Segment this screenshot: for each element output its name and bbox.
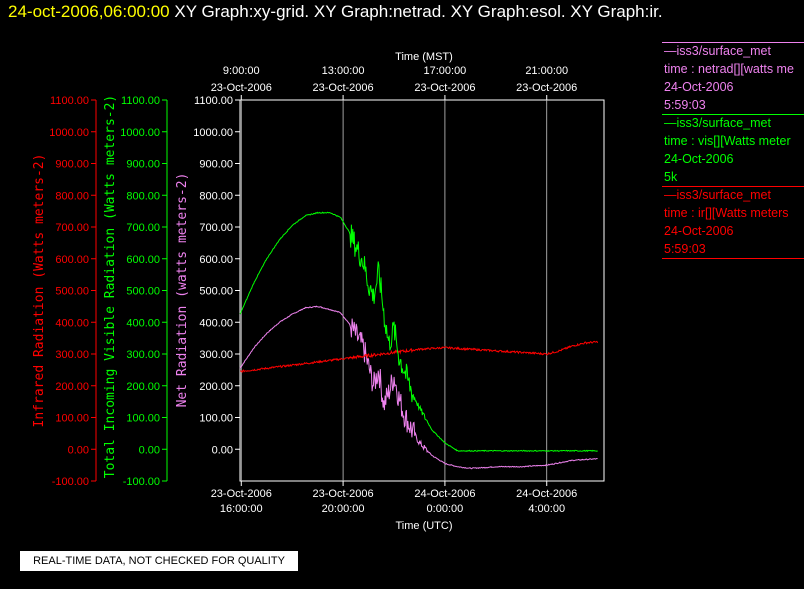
y-tick-label-netrad: 300.00 (199, 349, 233, 361)
y-tick-label-ir: 700.00 (55, 222, 89, 234)
legend-extra: 5k (664, 170, 678, 184)
legend-field: time : vis[][Watts meter (664, 134, 791, 148)
x-tick-date-label: 23-Oct-2006 (211, 488, 272, 500)
x-tick-time-label: 16:00:00 (220, 503, 263, 515)
y-tick-label-ir: 500.00 (55, 286, 89, 298)
x-tick-time-label: 0:00:00 (427, 503, 464, 515)
x-tick-date-label: 24-Oct-2006 (516, 488, 577, 500)
x-top-tick-date-label: 23-Oct-2006 (313, 82, 374, 94)
x-top-tick-time-label: 13:00:00 (322, 65, 365, 77)
y-tick-label-netrad: 700.00 (199, 222, 233, 234)
y-tick-label-ir: 100.00 (55, 413, 89, 425)
y-tick-label-vis: 800.00 (126, 190, 160, 202)
x-top-tick-time-label: 21:00:00 (525, 65, 568, 77)
y-tick-label-netrad: 800.00 (199, 190, 233, 202)
y-tick-label-vis: 400.00 (126, 317, 160, 329)
y-tick-label-vis: 300.00 (126, 349, 160, 361)
y-tick-label-vis: 500.00 (126, 286, 160, 298)
legend-date: 24-Oct-2006 (664, 152, 734, 166)
y-tick-label-vis: -100.00 (123, 476, 160, 488)
series-line-vis (239, 211, 598, 453)
legend-station: —iss3/surface_met (664, 116, 771, 130)
y-tick-label-ir: 400.00 (55, 317, 89, 329)
legend-separator (662, 114, 804, 115)
legend-field: time : ir[][Watts meters (664, 206, 789, 220)
y-tick-label-netrad: 1000.00 (193, 127, 233, 139)
title-timestamp: 24-oct-2006,06:00:00 (8, 2, 170, 21)
y-tick-label-vis: 100.00 (126, 413, 160, 425)
y-tick-label-vis: 1000.00 (120, 127, 160, 139)
legend-date: 24-Oct-2006 (664, 224, 734, 238)
y-tick-label-netrad: 0.00 (212, 444, 233, 456)
y-tick-label-ir: 200.00 (55, 381, 89, 393)
legend-station: —iss3/surface_met (664, 188, 771, 202)
title-graph-list: XY Graph:xy-grid. XY Graph:netrad. XY Gr… (174, 2, 663, 21)
y-tick-label-ir: -100.00 (52, 476, 89, 488)
y-tick-label-vis: 200.00 (126, 381, 160, 393)
legend-separator (662, 258, 804, 259)
y-tick-label-vis: 1100.00 (121, 95, 160, 107)
legend-extra: 5:59:03 (664, 242, 706, 256)
x-top-tick-date-label: 23-Oct-2006 (414, 82, 475, 94)
y-tick-label-netrad: 900.00 (199, 159, 233, 171)
y-tick-label-ir: 1100.00 (50, 95, 89, 107)
x-top-tick-date-label: 23-Oct-2006 (516, 82, 577, 94)
series-line-netrad (239, 305, 598, 470)
y-axis-label-vis: Total Incoming Visible Radiation (Watts … (103, 95, 118, 479)
x-axis-top-label: Time (MST) (395, 51, 453, 63)
x-tick-date-label: 23-Oct-2006 (313, 488, 374, 500)
y-tick-label-ir: 900.00 (55, 159, 89, 171)
y-tick-label-vis: 0.00 (139, 444, 160, 456)
y-tick-label-ir: 300.00 (55, 349, 89, 361)
y-tick-label-ir: 800.00 (55, 190, 89, 202)
plot-frame (239, 99, 605, 482)
x-top-tick-time-label: 9:00:00 (223, 65, 260, 77)
legend-extra: 5:59:03 (664, 98, 706, 112)
y-tick-label-netrad: 1100.00 (194, 95, 233, 107)
y-tick-label-netrad: 200.00 (199, 381, 233, 393)
y-axis-label-netrad: Net Radiation (watts meters-2) (175, 173, 190, 408)
legend-separator (662, 42, 804, 43)
x-axis-label: Time (UTC) (395, 520, 452, 532)
x-tick-time-label: 4:00:00 (528, 503, 565, 515)
x-tick-time-label: 20:00:00 (322, 503, 365, 515)
x-top-tick-time-label: 17:00:00 (423, 65, 466, 77)
series-line-ir (240, 340, 599, 374)
y-tick-label-vis: 600.00 (126, 254, 160, 266)
x-top-tick-date-label: 23-Oct-2006 (211, 82, 272, 94)
y-axis-label-ir: Infrared Radiation (Watts meters-2) (32, 154, 47, 428)
legend-date: 24-Oct-2006 (664, 80, 734, 94)
x-tick-date-label: 24-Oct-2006 (414, 488, 475, 500)
y-tick-label-netrad: 500.00 (199, 286, 233, 298)
legend-field: time : netrad[][watts me (664, 62, 794, 76)
legend-separator (662, 186, 804, 187)
y-tick-label-netrad: 400.00 (199, 317, 233, 329)
quality-note: REAL-TIME DATA, NOT CHECKED FOR QUALITY (20, 551, 298, 571)
y-tick-label-vis: 900.00 (126, 159, 160, 171)
legend-station: —iss3/surface_met (664, 44, 771, 58)
graph-title: 24-oct-2006,06:00:00 XY Graph:xy-grid. X… (8, 2, 663, 22)
y-tick-label-netrad: 100.00 (199, 413, 233, 425)
y-tick-label-ir: 0.00 (68, 444, 89, 456)
y-tick-label-vis: 700.00 (126, 222, 160, 234)
y-tick-label-ir: 1000.00 (49, 127, 89, 139)
y-tick-label-netrad: 600.00 (199, 254, 233, 266)
y-tick-label-ir: 600.00 (55, 254, 89, 266)
